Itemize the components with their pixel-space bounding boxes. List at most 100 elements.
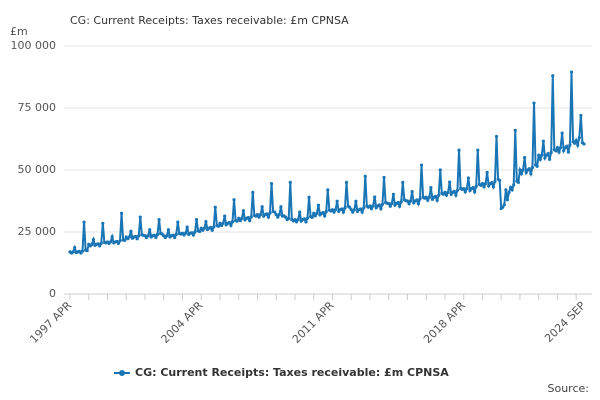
point (323, 214, 327, 218)
point (249, 215, 253, 219)
point (173, 235, 177, 240)
y-unit: £m (10, 25, 28, 38)
point (246, 216, 250, 220)
point (555, 146, 560, 150)
point (343, 206, 347, 210)
point (387, 201, 391, 206)
point (71, 250, 75, 254)
point (546, 152, 550, 156)
point (216, 224, 221, 228)
point (257, 215, 261, 219)
x-tick-label: 2024 SEP (542, 299, 588, 345)
point (582, 142, 586, 146)
point (490, 181, 494, 185)
point (123, 238, 127, 243)
point (302, 217, 306, 221)
point (137, 234, 141, 238)
point (521, 168, 525, 172)
point (519, 172, 524, 176)
point (549, 150, 553, 154)
point (315, 211, 319, 215)
point (157, 218, 161, 222)
point (410, 189, 414, 194)
point (351, 210, 355, 214)
point (344, 180, 349, 184)
point (333, 208, 338, 212)
point (391, 192, 395, 196)
point (485, 170, 489, 175)
point (152, 233, 156, 237)
point (119, 211, 124, 215)
point (535, 164, 539, 168)
point (176, 220, 180, 224)
point (312, 211, 316, 215)
point (129, 229, 133, 233)
point (313, 214, 317, 218)
point (230, 220, 235, 224)
point (498, 178, 502, 183)
point (541, 139, 545, 143)
point (227, 220, 231, 225)
point (527, 167, 531, 171)
point (501, 205, 505, 209)
y-tick-label: 0 (49, 287, 56, 300)
series-line (69, 72, 585, 255)
point (508, 185, 513, 189)
point (452, 189, 456, 193)
point (473, 190, 477, 194)
point (398, 204, 402, 208)
point (474, 184, 478, 188)
point (232, 198, 236, 202)
point (259, 213, 263, 217)
point (213, 205, 217, 209)
point (73, 246, 77, 250)
point (408, 199, 413, 203)
point (369, 207, 374, 211)
point (560, 131, 564, 135)
legend-label: CG: Current Receipts: Taxes receivable: … (135, 366, 449, 379)
point (538, 157, 542, 161)
point (91, 237, 96, 242)
point (255, 213, 260, 217)
point (427, 195, 431, 199)
point (573, 141, 577, 145)
point (565, 144, 569, 148)
point (377, 203, 381, 207)
point (85, 249, 89, 253)
point (487, 184, 491, 188)
point (358, 207, 363, 211)
point (569, 70, 574, 74)
point (335, 199, 339, 203)
point (540, 153, 544, 157)
point (532, 101, 536, 105)
x-tick-label: 2004 APR (159, 299, 206, 346)
point (390, 201, 394, 206)
point (98, 244, 102, 248)
point (438, 168, 442, 172)
point (184, 231, 188, 235)
point (529, 172, 533, 176)
point (524, 170, 528, 175)
chart-title: CG: Current Receipts: Taxes receivable: … (70, 14, 349, 27)
point (198, 229, 202, 234)
point (482, 185, 486, 189)
point (551, 74, 555, 78)
point (109, 240, 113, 244)
point (471, 186, 475, 190)
point (340, 207, 344, 211)
point (305, 216, 310, 220)
point (354, 199, 358, 203)
point (446, 190, 450, 194)
point (298, 210, 302, 214)
point (241, 209, 246, 213)
point (507, 190, 511, 194)
point (360, 210, 364, 214)
point (223, 214, 227, 218)
point (148, 228, 152, 232)
point (448, 180, 452, 184)
point (465, 187, 469, 191)
point (426, 198, 430, 202)
point (277, 213, 281, 217)
point (433, 194, 438, 198)
